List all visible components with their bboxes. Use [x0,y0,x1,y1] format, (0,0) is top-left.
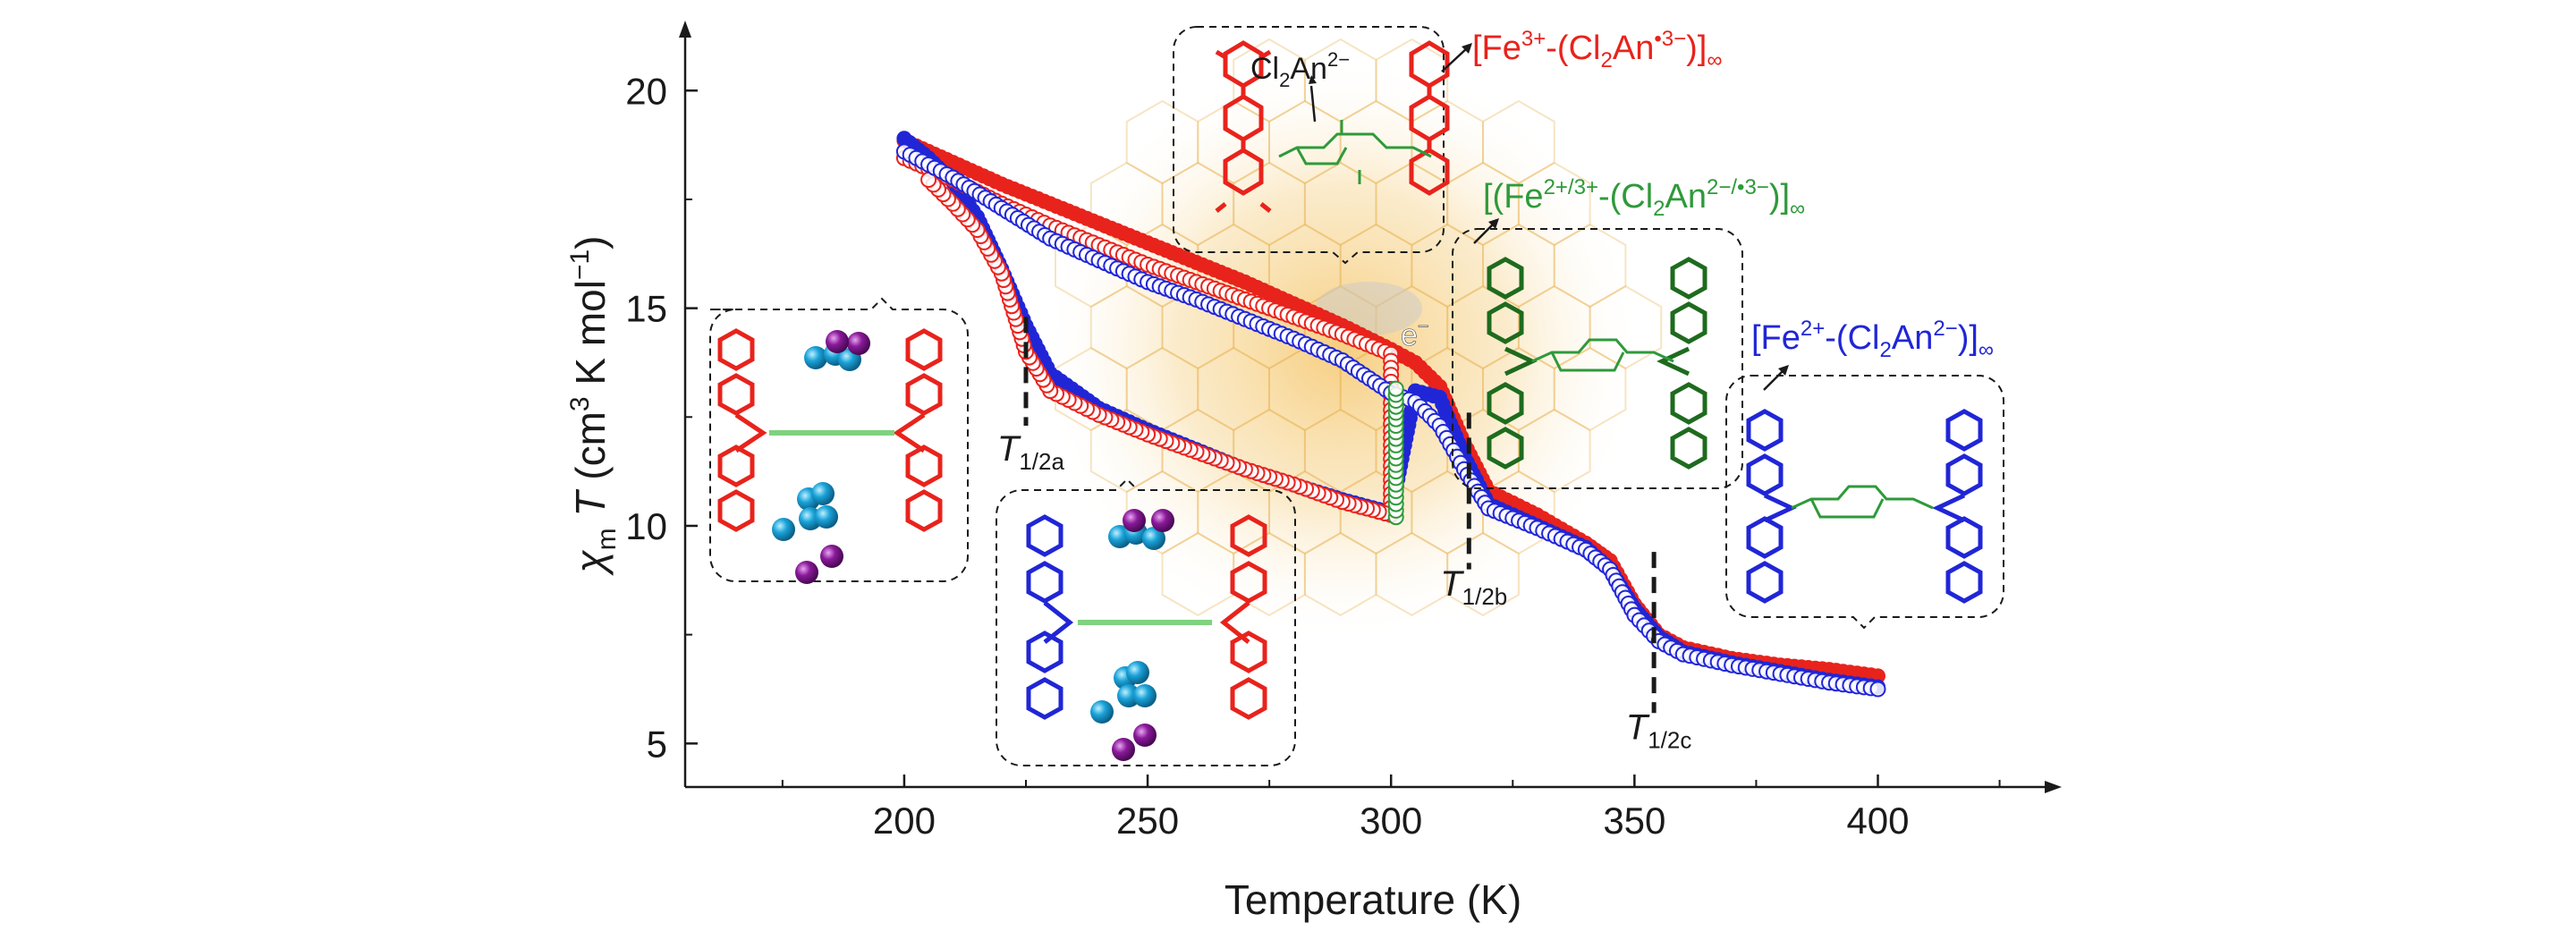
cation-sphere [811,482,835,505]
anion-sphere [820,545,843,568]
anion-sphere [1133,724,1157,747]
data-point [1871,682,1885,697]
x-tick-label: 200 [873,800,936,842]
x-tick-label: 250 [1116,800,1179,842]
svg-text:[Fe3+-(Cl2An•3−)]∞: [Fe3+-(Cl2An•3−)]∞ [1472,27,1722,72]
x-axis-arrow-icon [2045,781,2062,793]
transition-label: T1/2c [1626,707,1692,753]
x-tick-label: 400 [1846,800,1909,842]
chart: 200 250 300 350 400 5101520 Temperature (K) … [0,0,2576,931]
anion-sphere [1123,509,1146,532]
series-4 [1389,382,1403,525]
cation-sphere [804,346,827,369]
anion-sphere [847,332,870,355]
cation-sphere [1090,700,1114,724]
cation-sphere [815,505,838,529]
y-axis-arrow-icon [679,21,691,38]
y-tick-label: 15 [625,288,667,330]
label-fe2: [Fe2+-(Cl2An2−)]∞ [1751,317,1994,390]
anion-sphere [795,561,818,584]
anion-sphere [826,330,849,353]
x-tick-label: 300 [1360,800,1422,842]
label-fe3: [Fe3+-(Cl2An•3−)]∞ [1442,27,1722,72]
anion-sphere [1112,738,1135,761]
y-tick-label: 20 [625,70,667,112]
inset-fe2 [1726,376,2004,628]
x-axis-title: Temperature (K) [1224,876,1521,923]
svg-text:[Fe2+-(Cl2An2−)]∞: [Fe2+-(Cl2An2−)]∞ [1751,317,1994,362]
anion-sphere [1151,509,1174,532]
y-axis-title: χm T (cm3 K mol−1) [565,235,622,576]
data-point [1389,382,1403,396]
svg-text:[(Fe2+/3+-(Cl2An2−/•3−)]∞: [(Fe2+/3+-(Cl2An2−/•3−)]∞ [1483,175,1805,221]
inset-left-cluster [710,299,968,584]
y-tick-label: 10 [625,505,667,547]
cation-sphere [1126,661,1149,684]
cation-sphere [772,518,795,541]
x-tick-label: 350 [1603,800,1665,842]
y-tick-label: 5 [647,723,667,765]
cation-sphere [1133,684,1157,707]
